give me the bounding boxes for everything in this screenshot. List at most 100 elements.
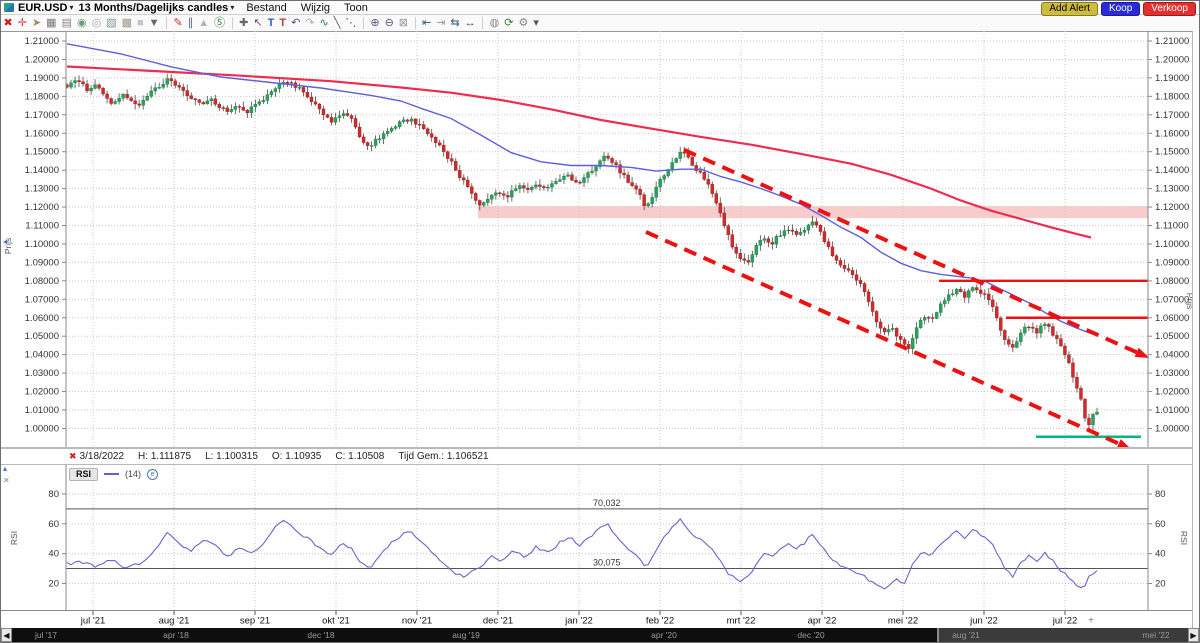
expand-bars-icon[interactable]: ⇆ xyxy=(450,17,460,29)
move-crosshair-icon[interactable]: ✛ xyxy=(17,17,27,29)
koop-button[interactable]: Koop xyxy=(1100,2,1141,16)
text-blue-icon[interactable]: T xyxy=(267,17,275,29)
timeline-right-arrow[interactable]: ▶ xyxy=(1188,628,1199,642)
price-tick-label: 1.07000 xyxy=(25,294,59,305)
price-chart[interactable]: 1.00000 1.00000 1.01000 1.01000 1.02000 1.020… xyxy=(1,31,1199,448)
timeline-scrollbar[interactable]: jul '17 apr '18 dec '18 aug '19 apr '20 dec '… xyxy=(1,628,1199,642)
timeline-label: aug '19 xyxy=(452,630,480,640)
price-tick-label: 1.06000 xyxy=(25,313,59,324)
price-tick-label: 1.20000 xyxy=(25,54,59,65)
circle-icon[interactable]: ◎ xyxy=(91,17,102,29)
wrench-icon[interactable]: ⚙ xyxy=(518,17,529,29)
date-tick-label: okt '21 xyxy=(322,616,350,627)
image-chart-icon[interactable]: ▩ xyxy=(121,17,132,29)
dropdown-icon[interactable]: ▾ xyxy=(533,17,539,29)
toolbar-separator xyxy=(414,17,416,29)
menu-bestand[interactable]: Bestand xyxy=(246,1,287,14)
ma-fast-line xyxy=(66,43,1098,336)
symbol-title[interactable]: EUR.USD xyxy=(18,1,68,14)
zoom-in-icon[interactable]: ⊕ xyxy=(370,17,380,29)
price-tick-label: 1.10000 xyxy=(25,239,59,250)
zoom-out-icon[interactable]: ⊖ xyxy=(384,17,394,29)
title-bar: EUR.USD ▾ 13 Months/Dagelijks candles ▾ … xyxy=(1,1,1199,15)
symbol-caret-icon[interactable]: ▾ xyxy=(69,2,74,12)
trend-channel-line[interactable] xyxy=(683,148,1145,358)
right-scroll-strip[interactable] xyxy=(1192,31,1199,628)
add-alert-button[interactable]: Add Alert xyxy=(1041,2,1098,16)
price-tick-label: 1.14000 xyxy=(1155,165,1189,176)
date-tick-label: mei '22 xyxy=(888,616,918,627)
rsi-tick-label: 40 xyxy=(48,549,59,560)
shift-right-icon[interactable]: ⇥ xyxy=(436,17,446,29)
undo-icon[interactable]: ↶ xyxy=(291,17,301,29)
rsi-legend: RSI (14) e xyxy=(69,467,159,481)
status-icon[interactable]: Ⓢ xyxy=(214,17,226,29)
indicator-wave-icon[interactable]: ∿ xyxy=(319,17,329,29)
price-tick-label: 1.15000 xyxy=(25,147,59,158)
menu-wijzig[interactable]: Wijzig xyxy=(300,1,331,14)
menu-bar: Bestand Wijzig Toon xyxy=(239,2,375,14)
pencil-icon[interactable]: ✎ xyxy=(173,17,183,29)
globe-icon[interactable]: ◍ xyxy=(489,17,500,29)
print-icon[interactable]: ▤ xyxy=(61,17,72,29)
rsi-chart[interactable]: 70,032 30,075 20 20 40 40 60 60 80 80 RSI RSI xyxy=(1,464,1199,611)
price-tick-label: 1.02000 xyxy=(1155,387,1189,398)
forward-marker[interactable]: + xyxy=(1088,616,1094,627)
timeline-left-arrow[interactable]: ◀ xyxy=(1,628,12,642)
price-tick-label: 1.18000 xyxy=(25,91,59,102)
rsi-legend-params: (14) xyxy=(125,469,142,479)
area-chart-icon[interactable]: ▲ xyxy=(198,17,210,29)
ma-slow-line xyxy=(66,65,1092,239)
filter-dropdown-icon[interactable]: ▼ xyxy=(148,17,160,29)
rsi-tick-label: 80 xyxy=(48,489,59,500)
rsi-legend-name[interactable]: RSI xyxy=(69,467,99,481)
shift-left-icon[interactable]: ⇤ xyxy=(422,17,432,29)
price-tick-label: 1.02000 xyxy=(25,387,59,398)
price-tick-label: 1.17000 xyxy=(25,110,59,121)
price-tick-label: 1.13000 xyxy=(25,184,59,195)
rsi-info-icon[interactable]: e xyxy=(147,468,159,480)
period-title[interactable]: 13 Months/Dagelijks candles xyxy=(78,1,229,14)
square-icon[interactable]: ■ xyxy=(137,17,144,29)
redo-icon[interactable]: ↷ xyxy=(305,17,315,29)
close-icon[interactable]: ✖ xyxy=(3,17,13,29)
price-tick-label: 1.16000 xyxy=(1155,128,1189,139)
multiline-icon[interactable]: ⋱ xyxy=(345,17,357,29)
rsi-close-icon[interactable]: ✕ xyxy=(3,476,10,485)
verkoop-button[interactable]: Verkoop xyxy=(1143,2,1196,16)
trend-arrowhead xyxy=(1116,439,1131,448)
rsi-tick-label: 60 xyxy=(48,519,59,530)
date-tick-label: dec '21 xyxy=(483,616,513,627)
refresh-icon[interactable]: ⟳ xyxy=(504,17,514,29)
price-tick-label: 1.13000 xyxy=(1155,184,1189,195)
cross-tool-icon[interactable]: ✚ xyxy=(239,17,249,29)
percent-chart-icon[interactable]: ▧ xyxy=(106,17,117,29)
trendline-icon[interactable]: ╲ xyxy=(333,17,341,29)
rsi-tick-label: 20 xyxy=(48,579,59,590)
price-tick-label: 1.17000 xyxy=(1155,110,1189,121)
cursor-chart-icon[interactable]: ↖ xyxy=(253,17,263,29)
pane-collapse-icon[interactable]: ◂ xyxy=(3,237,8,246)
price-tick-label: 1.08000 xyxy=(25,276,59,287)
info-close-icon[interactable]: ✖ xyxy=(69,451,77,461)
zoom-reset-icon[interactable]: ⊠ xyxy=(398,17,408,29)
pointer-hand-icon[interactable]: ➤ xyxy=(31,17,42,29)
timeline-visible-range[interactable] xyxy=(937,628,1189,642)
grid-icon[interactable]: ▦ xyxy=(46,17,57,29)
trend-channel-line[interactable] xyxy=(645,230,1127,448)
bar-chart-icon[interactable]: ∥ xyxy=(187,17,194,29)
date-tick-label: jan '22 xyxy=(564,616,593,627)
compress-bars-icon[interactable]: ↔ xyxy=(464,17,476,29)
snapshot-icon[interactable]: ◉ xyxy=(76,17,87,29)
rsi-axis-title: RSI xyxy=(1179,531,1189,545)
menu-toon[interactable]: Toon xyxy=(344,1,368,14)
price-tick-label: 1.16000 xyxy=(25,128,59,139)
price-tick-label: 1.21000 xyxy=(25,36,59,47)
date-tick-label: aug '21 xyxy=(159,616,190,627)
rsi-move-up-icon[interactable]: ▴ xyxy=(3,464,8,473)
text-red-icon[interactable]: T xyxy=(279,17,287,29)
price-tick-label: 1.07000 xyxy=(1155,294,1189,305)
period-caret-icon[interactable]: ▾ xyxy=(230,2,235,12)
price-tick-label: 1.21000 xyxy=(1155,36,1189,47)
